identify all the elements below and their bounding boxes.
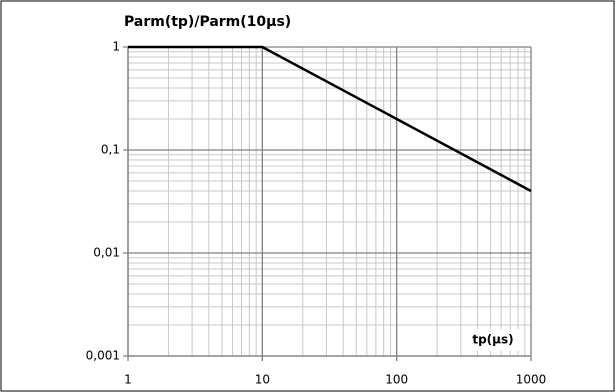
- line: [128, 45, 532, 193]
- y-tick-label: 0,1: [101, 143, 120, 157]
- x-axis-label: tp(µs): [472, 333, 513, 347]
- marks: [128, 45, 532, 193]
- y-tick-label: 1: [112, 40, 120, 54]
- x-tick-label: 1000: [516, 373, 547, 387]
- x-tick-label: 10: [255, 373, 270, 387]
- y-tick-label: 0,001: [86, 349, 120, 363]
- y-tick-label: 0,01: [93, 246, 120, 260]
- chart-title: Parm(tp)/Parm(10µs): [124, 14, 291, 30]
- x-tick-label: 1: [124, 373, 132, 387]
- x-tick-label: 100: [385, 373, 408, 387]
- x-label-box: [466, 329, 520, 351]
